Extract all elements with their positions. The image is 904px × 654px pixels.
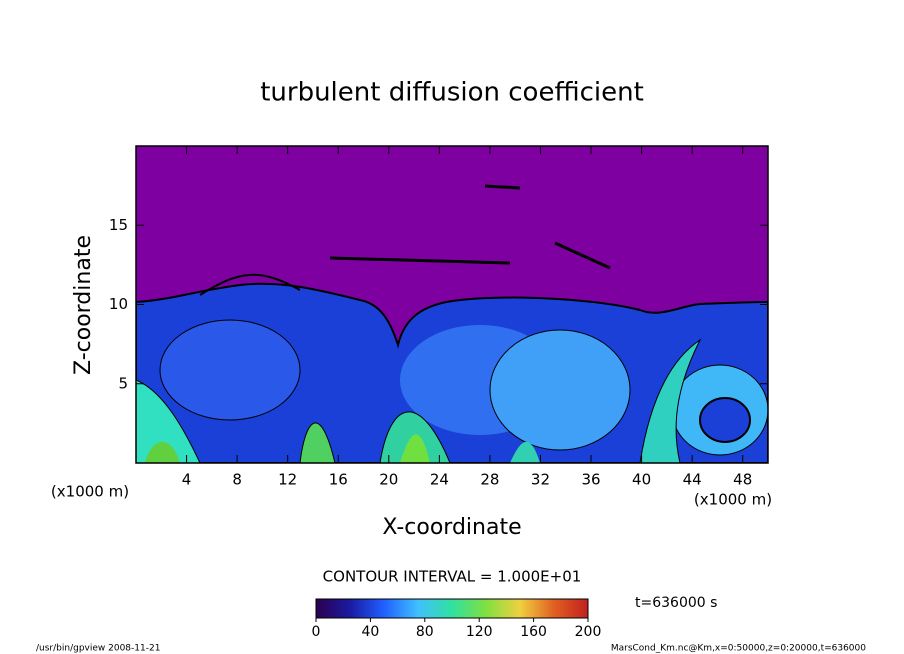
footer-left: /usr/bin/gpview 2008-11-21 [36,644,160,654]
colorbar-tick-label: 120 [466,624,493,640]
chart-title: turbulent diffusion coefficient [260,78,644,108]
x-tick-label: 12 [278,471,297,489]
x-tick-label: 4 [182,471,192,489]
x-tick-label: 36 [581,471,600,489]
footer-right: MarsCond_Km.nc@Km,x=0:50000,z=0:20000,t=… [611,644,866,654]
colorbar-tick-label: 0 [312,624,321,640]
colorbar-tick-label: 200 [575,624,602,640]
x-tick-label: 24 [430,471,449,489]
x-unit-label: (x1000 m) [694,491,772,509]
field-region [299,422,336,463]
contour-field [136,146,768,463]
x-tick-label: 16 [329,471,348,489]
x-tick-label: 28 [480,471,499,489]
field-region [510,441,540,463]
colorbar [315,598,589,619]
x-tick-label: 44 [683,471,702,489]
time-label: t=636000 s [635,595,717,611]
contour-interval: CONTOUR INTERVAL = 1.000E+01 [323,568,582,586]
field-contour [199,273,301,296]
x-tick-label: 20 [379,471,398,489]
x-tick-label: 32 [531,471,550,489]
x-tick-label: 8 [232,471,242,489]
field-region [489,329,631,451]
colorbar-tick-label: 160 [520,624,547,640]
field-contour [329,256,511,265]
colorbar-tick-label: 80 [416,624,434,640]
field-region [400,434,430,463]
colorbar-tick-label: 40 [361,624,379,640]
x-tick-label: 40 [632,471,651,489]
field-region [159,319,301,421]
x-axis-label: X-coordinate [382,515,521,540]
y-axis-label: Z-coordinate [71,235,96,375]
field-region [699,397,751,443]
field-region [145,441,180,463]
field-region [639,338,702,463]
y-tick-label: 15 [109,216,128,234]
field-contour [484,184,521,190]
y-tick-label: 10 [109,295,128,313]
y-unit-label: (x1000 m) [51,483,129,501]
y-tick-label: 5 [118,374,128,392]
field-contour [554,241,611,270]
x-tick-label: 48 [733,471,752,489]
